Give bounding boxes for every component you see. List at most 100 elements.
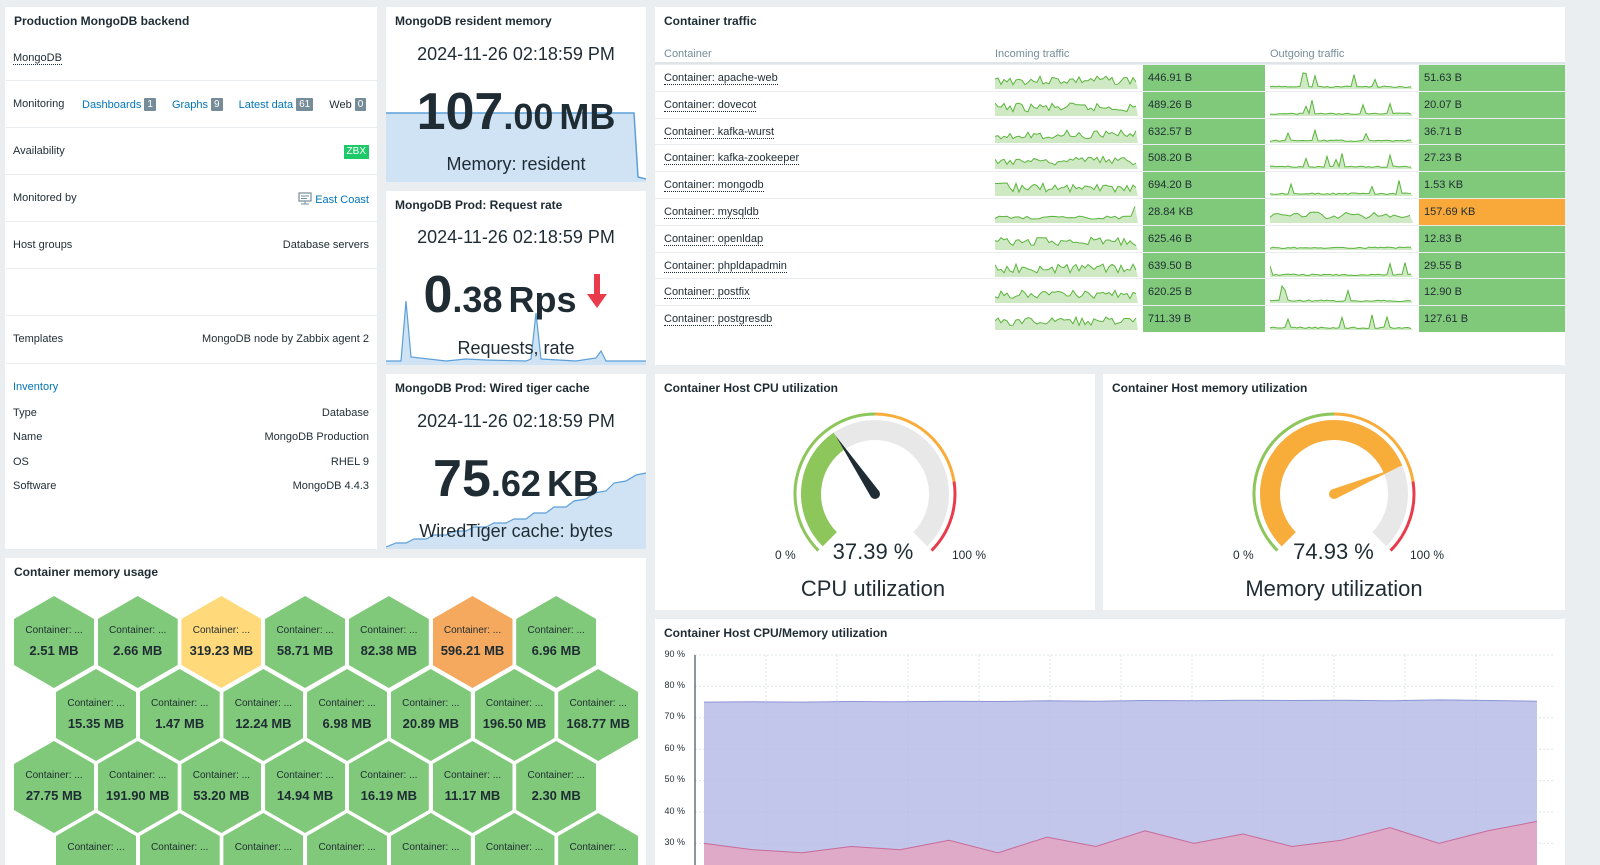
zbx-availability-badge[interactable]: ZBX xyxy=(343,145,369,159)
widget-title: MongoDB Prod: Request rate xyxy=(395,198,563,212)
item-description: Requests, rate xyxy=(457,338,575,358)
gauge-value: 74.93 % xyxy=(1293,539,1374,564)
templates-label: Templates xyxy=(13,333,64,345)
honeycomb-cell[interactable]: Container: ... 53.20 MB xyxy=(181,741,262,833)
cell-value: 196.50 MB xyxy=(482,716,547,731)
container-name-link[interactable]: Container: postfix xyxy=(664,286,750,300)
incoming-value: 625.46 B xyxy=(1143,225,1265,252)
honeycomb-cell[interactable]: Container: ... 12.24 MB xyxy=(223,669,304,761)
table-row: Container: phpldapadmin 639.50 B 29.55 B xyxy=(655,251,1565,279)
container-name-link[interactable]: Container: dovecot xyxy=(664,98,757,112)
honeycomb-cell[interactable]: Container: ... 596.21 MB xyxy=(432,596,513,688)
column-header: Incoming traffic xyxy=(995,48,1070,60)
cell-label: Container: ... xyxy=(25,625,83,636)
item-timestamp: 2024-11-26 02:18:59 PM xyxy=(417,44,615,64)
host-groups-label: Host groups xyxy=(13,239,73,251)
honeycomb-cell[interactable]: Container: ... 2.30 MB xyxy=(516,741,597,833)
honeycomb-cell[interactable]: Container: ... 16.19 MB xyxy=(348,741,429,833)
cell-label: Container: ... xyxy=(485,698,544,709)
incoming-sparkline xyxy=(995,155,1138,170)
container-name-link[interactable]: Container: apache-web xyxy=(664,72,778,85)
cell-label: Container: ... xyxy=(569,842,627,853)
container-name-link[interactable]: Container: openldap xyxy=(664,232,764,246)
cell-value: 53.20 MB xyxy=(193,788,250,803)
container-name-link[interactable]: Container: kafka-wurst xyxy=(664,125,775,139)
honeycomb-cell[interactable]: Container: ... 14.94 MB xyxy=(265,741,346,833)
honeycomb-cell[interactable]: Container: ... 196.50 MB xyxy=(474,669,555,761)
widget-title: Container memory usage xyxy=(14,565,159,579)
honeycomb-cell[interactable]: Container: ... 20.89 MB xyxy=(390,669,471,761)
outgoing-sparkline xyxy=(1270,72,1413,89)
latest-data-link[interactable]: Latest data 61 xyxy=(239,98,314,111)
cpu-gauge xyxy=(793,412,957,552)
container-name-link[interactable]: Container: phpldapadmin xyxy=(664,259,787,273)
item-timestamp: 2024-11-26 02:18:59 PM xyxy=(417,411,615,431)
cell-label: Container: ... xyxy=(276,625,334,636)
incoming-sparkline xyxy=(995,289,1138,304)
cell-label: Container: ... xyxy=(109,770,167,781)
web-link[interactable]: Web 0 xyxy=(329,98,367,111)
cell-label: Container: ... xyxy=(569,698,627,709)
inventory-link[interactable]: Inventory xyxy=(13,381,59,393)
cpu-memory-graph-widget: Container Host CPU/Memory utilization 90… xyxy=(655,619,1565,865)
monitoring-row: Monitoring Dashboards 1 Graphs 9 Latest da… xyxy=(13,98,369,111)
series-line xyxy=(703,820,1538,854)
honeycomb-cell[interactable]: Container: ... 191.90 MB xyxy=(97,741,178,833)
host-groups-value: Database servers xyxy=(282,239,369,251)
templates-value: MongoDB node by Zabbix agent 2 xyxy=(202,333,369,345)
honeycomb-cell[interactable]: Container: ... 1.47 MB xyxy=(139,669,220,761)
memory-gauge-widget: Container Host memory utilization 0 % 10… xyxy=(1103,374,1565,610)
outgoing-value: 27.23 B xyxy=(1419,145,1565,172)
cell-value: 14.94 MB xyxy=(276,788,334,803)
cell-label: Container: ... xyxy=(151,698,209,709)
y-tick-label: 70 % xyxy=(664,711,685,721)
honeycomb-cell[interactable]: Container: ... 82.38 MB xyxy=(348,596,429,688)
widget-title: Container Host CPU utilization xyxy=(664,381,838,395)
outgoing-value: 29.55 B xyxy=(1419,252,1565,279)
honeycomb-cell[interactable]: Container: ... 6.98 MB xyxy=(307,669,388,761)
cell-value: 319.23 MB xyxy=(189,643,254,658)
host-card-title: Production MongoDB backend xyxy=(14,14,190,28)
inventory-value: MongoDB Production xyxy=(264,431,369,443)
incoming-value: 489.26 B xyxy=(1143,91,1265,118)
outgoing-sparkline xyxy=(1270,246,1413,250)
honeycomb-cell[interactable]: Container: ... 2.51 MB xyxy=(14,596,94,688)
monitored-by-link[interactable]: East Coast xyxy=(315,194,369,206)
container-name-link[interactable]: Container: mongodb xyxy=(664,179,764,193)
host-name-link[interactable]: MongoDB xyxy=(13,52,62,65)
honeycomb-cell[interactable]: Container: ... 11.17 MB xyxy=(432,741,513,833)
incoming-sparkline xyxy=(995,182,1138,197)
item-description: WiredTiger cache: bytes xyxy=(419,521,613,541)
widget-title: MongoDB resident memory xyxy=(395,14,552,28)
container-name-link[interactable]: Container: mysqldb xyxy=(664,206,759,219)
series-area xyxy=(704,699,1537,865)
incoming-value: 694.20 B xyxy=(1143,172,1265,199)
cell-label: Container: ... xyxy=(402,842,460,853)
honeycomb-cell[interactable]: Container: ... 168.77 MB xyxy=(558,669,639,761)
honeycomb-cell[interactable]: Container: ... 6.96 MB xyxy=(516,596,597,688)
container-traffic-widget: Container traffic Container Incoming tra… xyxy=(655,7,1565,365)
container-name-link[interactable]: Container: kafka-zookeeper xyxy=(664,152,800,166)
item-value: 0.38 Rps xyxy=(386,265,646,325)
cell-label: Container: ... xyxy=(151,842,209,853)
honeycomb-cell[interactable]: Container: ... 15.35 MB xyxy=(56,669,136,761)
table-row: Container: dovecot 489.26 B 20.07 B xyxy=(655,90,1565,118)
outgoing-sparkline xyxy=(1270,153,1413,170)
honeycomb-cell[interactable]: Container: ... 319.23 MB xyxy=(181,596,262,688)
item-value: 107.00 MB xyxy=(416,83,616,141)
memory-gauge xyxy=(1252,412,1416,552)
dashboards-link[interactable]: Dashboards 1 xyxy=(82,98,156,111)
cell-label: Container: ... xyxy=(234,842,293,853)
graphs-link[interactable]: Graphs 9 xyxy=(172,98,223,111)
honeycomb-cell[interactable]: Container: ... 2.66 MB xyxy=(97,596,178,688)
outgoing-value: 12.83 B xyxy=(1419,225,1565,252)
cpu-gauge-widget: Container Host CPU utilization 0 % 100 %… xyxy=(655,374,1095,610)
container-name-link[interactable]: Container: postgresdb xyxy=(664,313,773,327)
honeycomb-cell[interactable]: Container: ... 27.75 MB xyxy=(14,741,94,833)
inventory-key: Type xyxy=(13,407,37,419)
honeycomb-cell[interactable]: Container: ... 58.71 MB xyxy=(265,596,346,688)
y-tick-label: 50 % xyxy=(664,774,685,784)
cell-value: 1.47 MB xyxy=(155,716,205,731)
outgoing-value: 20.07 B xyxy=(1419,91,1565,118)
utilization-graph xyxy=(694,654,1555,865)
